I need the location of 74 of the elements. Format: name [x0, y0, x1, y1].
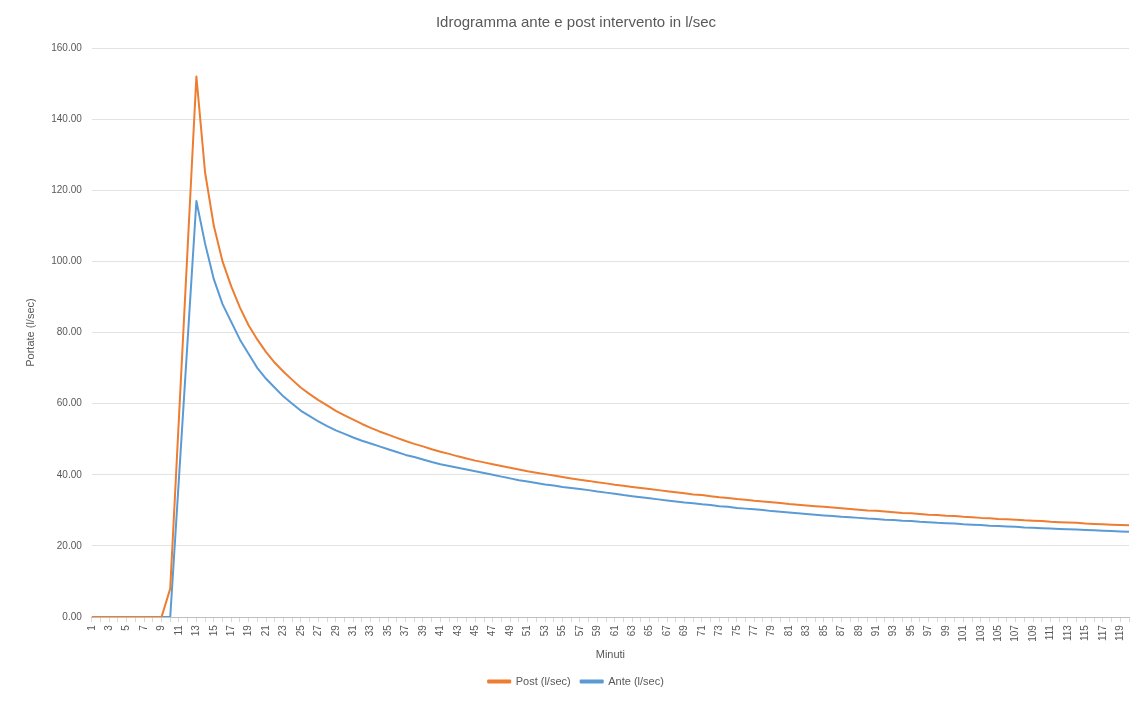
x-tick-label: 71 — [695, 624, 707, 637]
y-tick-label: 100.00 — [51, 255, 83, 267]
x-tick-label: 65 — [643, 624, 655, 637]
legend-label: Post (l/sec) — [515, 674, 571, 687]
x-tick-label: 69 — [678, 624, 690, 637]
x-tick-label: 11 — [172, 624, 184, 636]
x-tick-label: 91 — [869, 624, 881, 637]
x-tick-label: 89 — [852, 624, 864, 637]
y-tick-label: 140.00 — [51, 112, 83, 124]
x-tick-label: 115 — [1079, 624, 1091, 642]
x-tick-label: 25 — [294, 624, 306, 637]
x-tick-label: 35 — [381, 624, 393, 637]
y-tick-label: 80.00 — [56, 326, 83, 338]
x-tick-label: 107 — [1009, 624, 1021, 642]
x-tick-label: 93 — [887, 624, 899, 637]
x-tick-label: 39 — [416, 624, 428, 637]
y-tick-label: 160.00 — [51, 41, 83, 53]
y-axis-title: Portate (l/sec) — [23, 298, 36, 367]
x-tick-label: 59 — [591, 624, 603, 637]
x-tick-label: 111 — [1044, 624, 1056, 641]
x-tick-label: 73 — [713, 624, 725, 637]
y-tick-label: 20.00 — [56, 539, 83, 551]
x-tick-label: 101 — [957, 624, 969, 642]
x-tick-label: 23 — [277, 624, 289, 637]
x-tick-label: 83 — [800, 624, 812, 637]
x-tick-label: 61 — [608, 624, 620, 637]
y-tick-label: 40.00 — [56, 468, 83, 480]
x-tick-label: 19 — [242, 624, 254, 637]
x-tick-label: 7 — [137, 624, 149, 631]
x-tick-label: 47 — [486, 624, 498, 637]
x-tick-label: 33 — [364, 624, 376, 637]
x-axis-title: Minuti — [595, 648, 626, 661]
x-tick-label: 55 — [556, 624, 568, 637]
x-tick-label: 17 — [224, 624, 236, 637]
chart-title: Idrogramma ante e post intervento in l/sec — [435, 13, 717, 31]
legend-label: Ante (l/sec) — [608, 674, 664, 687]
x-tick-label: 53 — [538, 624, 550, 637]
x-tick-label: 99 — [939, 624, 951, 637]
x-tick-label: 105 — [992, 624, 1004, 642]
x-tick-label: 3 — [102, 624, 114, 631]
x-tick-label: 109 — [1026, 624, 1038, 642]
x-tick-label: 81 — [782, 624, 794, 637]
y-tick-label: 120.00 — [51, 184, 83, 196]
x-tick-label: 77 — [747, 624, 759, 637]
x-tick-label: 85 — [817, 624, 829, 637]
x-tick-label: 29 — [329, 624, 341, 637]
x-tick-label: 1 — [85, 624, 97, 631]
x-tick-label: 43 — [451, 624, 463, 637]
x-tick-label: 63 — [625, 624, 637, 637]
x-tick-label: 15 — [207, 624, 219, 637]
x-tick-label: 97 — [922, 624, 934, 637]
x-tick-label: 27 — [312, 624, 324, 637]
x-tick-label: 51 — [521, 624, 533, 637]
x-tick-label: 117 — [1096, 624, 1108, 642]
x-tick-label: 37 — [399, 624, 411, 637]
x-tick-label: 119 — [1114, 624, 1126, 642]
x-tick-label: 57 — [573, 624, 585, 637]
x-tick-label: 5 — [120, 624, 132, 631]
x-tick-label: 95 — [904, 624, 916, 637]
y-tick-label: 0.00 — [62, 610, 83, 622]
x-tick-label: 45 — [469, 624, 481, 637]
x-tick-label: 41 — [434, 624, 446, 637]
x-tick-label: 21 — [259, 624, 271, 637]
x-tick-label: 113 — [1061, 624, 1073, 642]
x-tick-label: 67 — [660, 624, 672, 637]
x-tick-label: 103 — [974, 624, 986, 642]
x-tick-label: 87 — [835, 624, 847, 637]
x-tick-label: 79 — [765, 624, 777, 637]
y-tick-label: 60.00 — [56, 397, 83, 409]
x-tick-label: 9 — [155, 624, 167, 631]
x-tick-label: 49 — [503, 624, 515, 637]
x-tick-label: 13 — [190, 624, 202, 637]
x-tick-label: 75 — [730, 624, 742, 637]
x-tick-label: 31 — [347, 624, 359, 637]
